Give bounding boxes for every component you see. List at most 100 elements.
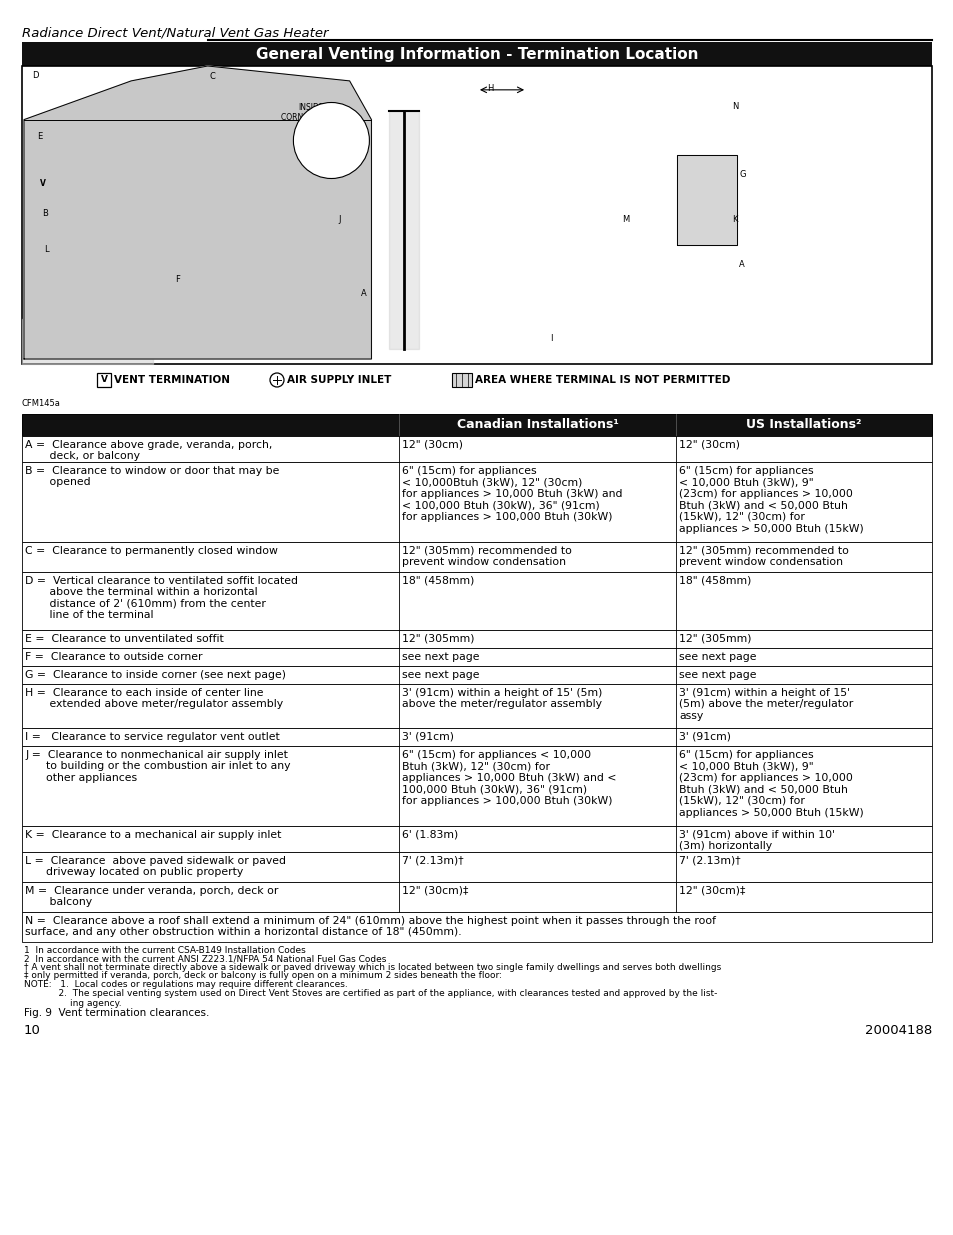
Text: E: E [37, 132, 42, 141]
Text: H: H [486, 84, 493, 93]
Text: 18" (458mm): 18" (458mm) [679, 576, 751, 585]
Bar [22, 684, 931, 727]
Text: 12" (305mm) recommended to
prevent window condensation: 12" (305mm) recommended to prevent windo… [679, 546, 848, 567]
Text: A: A [360, 289, 366, 299]
Text: I: I [549, 335, 552, 343]
Text: Radiance Direct Vent/Natural Vent Gas Heater: Radiance Direct Vent/Natural Vent Gas He… [22, 27, 328, 40]
Text: I =   Clearance to service regulator vent outlet: I = Clearance to service regulator vent … [26, 731, 280, 741]
Text: Fig. 9  Vent termination clearances.: Fig. 9 Vent termination clearances. [24, 1009, 209, 1019]
Text: K: K [732, 215, 737, 224]
Text: G: G [739, 170, 745, 179]
Text: 12" (305mm) recommended to
prevent window condensation: 12" (305mm) recommended to prevent windo… [402, 546, 572, 567]
Text: AREA WHERE TERMINAL IS NOT PERMITTED: AREA WHERE TERMINAL IS NOT PERMITTED [475, 375, 730, 385]
Text: see next page: see next page [402, 652, 479, 662]
Text: CFM145a: CFM145a [22, 399, 61, 408]
Text: 6" (15cm) for appliances
< 10,000 Btuh (3kW), 9"
(23cm) for appliances > 10,000
: 6" (15cm) for appliances < 10,000 Btuh (… [679, 466, 863, 534]
Text: 12" (305mm): 12" (305mm) [402, 634, 475, 643]
Text: 3' (91cm): 3' (91cm) [679, 731, 731, 741]
Text: N: N [731, 101, 738, 111]
Bar [22, 572, 931, 630]
Bar [22, 882, 931, 911]
Bar [452, 373, 472, 387]
Text: E =  Clearance to unventilated soffit: E = Clearance to unventilated soffit [26, 634, 224, 643]
Text: 6" (15cm) for appliances < 10,000
Btuh (3kW), 12" (30cm) for
appliances > 10,000: 6" (15cm) for appliances < 10,000 Btuh (… [402, 750, 617, 806]
Circle shape [294, 103, 369, 179]
Text: N =  Clearance above a roof shall extend a minimum of 24" (610mm) above the high: N = Clearance above a roof shall extend … [26, 915, 716, 937]
Text: † A vent shall not terminate directly above a sidewalk or paved driveway which i: † A vent shall not terminate directly ab… [24, 963, 720, 972]
Text: 12" (30cm): 12" (30cm) [679, 440, 740, 450]
Bar [22, 65, 931, 364]
Text: 6' (1.83m): 6' (1.83m) [402, 830, 458, 840]
Text: 1  In accordance with the current CSA-B149 Installation Codes: 1 In accordance with the current CSA-B14… [24, 946, 305, 955]
Text: B: B [360, 141, 366, 149]
Bar [22, 542, 931, 572]
Text: F: F [174, 274, 179, 284]
Text: L =  Clearance  above paved sidewalk or paved
      driveway located on public p: L = Clearance above paved sidewalk or pa… [26, 856, 286, 877]
Text: V: V [40, 179, 46, 188]
Bar [22, 727, 931, 746]
Bar [22, 852, 931, 882]
Text: C =  Clearance to permanently closed window: C = Clearance to permanently closed wind… [26, 546, 278, 556]
Text: B: B [42, 209, 48, 219]
Text: 7' (2.13m)†: 7' (2.13m)† [679, 856, 740, 866]
Text: M =  Clearance under veranda, porch, deck or
       balcony: M = Clearance under veranda, porch, deck… [26, 885, 278, 906]
Text: General Venting Information - Termination Location: General Venting Information - Terminatio… [255, 47, 698, 62]
Text: J =  Clearance to nonmechanical air supply inlet
      to building or the combus: J = Clearance to nonmechanical air suppl… [26, 750, 291, 783]
Text: 12" (30cm)‡: 12" (30cm)‡ [402, 885, 468, 895]
Text: Canadian Installations¹: Canadian Installations¹ [456, 419, 618, 431]
Text: 3' (91cm) above if within 10'
(3m) horizontally: 3' (91cm) above if within 10' (3m) horiz… [679, 830, 835, 851]
Text: B =  Clearance to window or door that may be
       opened: B = Clearance to window or door that may… [26, 466, 279, 487]
Text: VENT TERMINATION: VENT TERMINATION [113, 375, 230, 385]
Text: 3' (91cm) within a height of 15'
(5m) above the meter/regulator
assy: 3' (91cm) within a height of 15' (5m) ab… [679, 688, 853, 721]
Text: 10: 10 [24, 1025, 41, 1037]
Text: A: A [314, 137, 319, 147]
Text: see next page: see next page [402, 669, 479, 679]
Text: see next page: see next page [679, 669, 757, 679]
Text: G: G [328, 126, 335, 136]
Text: L: L [44, 245, 49, 254]
Text: ‡ only permitted if veranda, porch, deck or balcony is fully open on a minimum 2: ‡ only permitted if veranda, porch, deck… [24, 972, 501, 981]
Bar [22, 648, 931, 666]
Bar [22, 911, 931, 942]
Bar [22, 746, 931, 826]
Text: 12" (305mm): 12" (305mm) [679, 634, 751, 643]
Text: A: A [739, 259, 744, 269]
Text: INSIDE
CORNER DETAIL: INSIDE CORNER DETAIL [280, 103, 341, 122]
Text: 7' (2.13m)†: 7' (2.13m)† [402, 856, 464, 866]
Text: 2.  The special venting system used on Direct Vent Stoves are certified as part : 2. The special venting system used on Di… [24, 988, 717, 1008]
Text: D: D [32, 70, 38, 80]
Bar [22, 826, 931, 852]
Bar [22, 666, 931, 684]
Text: A =  Clearance above grade, veranda, porch,
       deck, or balcony: A = Clearance above grade, veranda, porc… [26, 440, 273, 461]
Bar [22, 462, 931, 542]
Bar [22, 630, 931, 648]
Bar [22, 42, 931, 65]
Text: 3' (91cm): 3' (91cm) [402, 731, 454, 741]
Bar [22, 414, 931, 436]
Text: US Installations²: US Installations² [745, 419, 861, 431]
Text: M: M [622, 215, 629, 224]
Text: 20004188: 20004188 [863, 1025, 931, 1037]
Polygon shape [24, 65, 371, 359]
Text: F =  Clearance to outside corner: F = Clearance to outside corner [26, 652, 203, 662]
Text: K =  Clearance to a mechanical air supply inlet: K = Clearance to a mechanical air supply… [26, 830, 281, 840]
Text: G =  Clearance to inside corner (see next page): G = Clearance to inside corner (see next… [26, 669, 286, 679]
Text: V: V [100, 375, 108, 384]
Bar [97, 373, 111, 387]
Text: 3' (91cm) within a height of 15' (5m)
above the meter/regulator assembly: 3' (91cm) within a height of 15' (5m) ab… [402, 688, 602, 709]
Text: AIR SUPPLY INLET: AIR SUPPLY INLET [287, 375, 391, 385]
Text: H =  Clearance to each inside of center line
       extended above meter/regulat: H = Clearance to each inside of center l… [26, 688, 283, 709]
Text: NOTE:   1.  Local codes or regulations may require different clearances.: NOTE: 1. Local codes or regulations may … [24, 981, 348, 989]
Polygon shape [677, 156, 737, 245]
Text: 6" (15cm) for appliances
< 10,000 Btuh (3kW), 9"
(23cm) for appliances > 10,000
: 6" (15cm) for appliances < 10,000 Btuh (… [679, 750, 863, 818]
Text: J: J [338, 215, 341, 224]
Text: 18" (458mm): 18" (458mm) [402, 576, 475, 585]
Text: see next page: see next page [679, 652, 757, 662]
Text: 2  In accordance with the current ANSI Z223.1/NFPA 54 National Fuel Gas Codes: 2 In accordance with the current ANSI Z2… [24, 955, 386, 963]
Text: C: C [210, 72, 215, 82]
Text: 12" (30cm): 12" (30cm) [402, 440, 463, 450]
Text: 6" (15cm) for appliances
< 10,000Btuh (3kW), 12" (30cm)
for appliances > 10,000 : 6" (15cm) for appliances < 10,000Btuh (3… [402, 466, 622, 522]
Bar [22, 436, 931, 462]
Text: 12" (30cm)‡: 12" (30cm)‡ [679, 885, 745, 895]
Text: D =  Vertical clearance to ventilated soffit located
       above the terminal w: D = Vertical clearance to ventilated sof… [26, 576, 298, 620]
